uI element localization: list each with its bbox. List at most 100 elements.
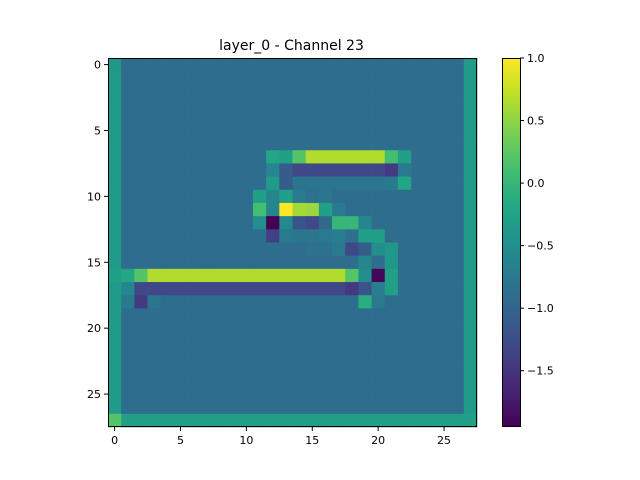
heatmap-cell: [121, 295, 135, 309]
heatmap-cell: [121, 361, 135, 375]
heatmap-cell: [200, 110, 214, 125]
heatmap-cell: [305, 110, 320, 125]
heatmap-cell: [437, 255, 451, 270]
heatmap-cell: [147, 123, 162, 138]
heatmap-cell: [463, 374, 478, 388]
y-tick-label: 25: [87, 388, 101, 401]
heatmap-cell: [173, 413, 188, 428]
heatmap-cell: [411, 58, 425, 72]
heatmap-cell: [266, 123, 280, 138]
heatmap-cell: [187, 413, 201, 428]
heatmap-cell: [200, 123, 214, 138]
heatmap-cell: [187, 308, 201, 322]
heatmap-cell: [134, 387, 148, 401]
heatmap-cell: [187, 71, 201, 85]
heatmap-cell: [213, 216, 227, 230]
heatmap-cell: [437, 202, 451, 217]
heatmap-cell: [463, 176, 478, 191]
heatmap-cell: [213, 150, 227, 164]
heatmap-cell: [134, 347, 148, 362]
heatmap-cell: [305, 295, 320, 309]
heatmap-cell: [279, 295, 293, 309]
heatmap-cell: [173, 268, 188, 283]
heatmap-cell: [108, 97, 122, 112]
heatmap-cell: [305, 374, 320, 388]
heatmap-cell: [397, 400, 412, 415]
heatmap-cell: [384, 321, 399, 336]
heatmap-cell: [200, 413, 214, 428]
heatmap-cell: [266, 110, 280, 125]
heatmap-cell: [279, 202, 293, 217]
heatmap-cell: [226, 295, 241, 309]
heatmap-cell: [121, 97, 135, 112]
heatmap-cell: [239, 150, 254, 164]
heatmap-cell: [121, 321, 135, 336]
heatmap-cell: [411, 400, 425, 415]
heatmap-cell: [345, 400, 359, 415]
heatmap-cell: [318, 361, 333, 375]
heatmap-cell: [252, 242, 267, 257]
heatmap-cell: [358, 374, 372, 388]
heatmap-cell: [384, 123, 399, 138]
heatmap-cell: [292, 413, 307, 428]
heatmap-cell: [213, 400, 227, 415]
heatmap-cell: [266, 295, 280, 309]
heatmap-cell: [160, 110, 175, 125]
heatmap-cell: [450, 97, 465, 112]
colorbar-ticks: 1.0 0.5 0.0 −0.5 −1.0 −1.5: [520, 52, 554, 378]
heatmap-cell: [345, 97, 359, 112]
heatmap-cell: [292, 255, 307, 270]
heatmap-cell: [252, 216, 267, 230]
heatmap-cell: [279, 374, 293, 388]
heatmap-cell: [266, 387, 280, 401]
heatmap-cell: [239, 295, 254, 309]
heatmap-cell: [332, 176, 346, 191]
heatmap-cell: [411, 413, 425, 428]
colorbar-frame: [502, 58, 521, 427]
heatmap-cell: [108, 150, 122, 164]
heatmap-cell: [147, 97, 162, 112]
heatmap-cell: [305, 150, 320, 164]
heatmap-cell: [437, 334, 451, 349]
plot-frame: [108, 58, 477, 427]
heatmap-cell: [305, 268, 320, 283]
heatmap-cell: [437, 137, 451, 151]
heatmap-cell: [332, 229, 346, 243]
heatmap-cell: [371, 137, 386, 151]
heatmap-cell: [147, 295, 162, 309]
heatmap-cell: [266, 97, 280, 112]
y-tick-label: 15: [87, 256, 101, 269]
heatmap-cell: [147, 150, 162, 164]
heatmap-cell: [239, 58, 254, 72]
heatmap-cell: [147, 229, 162, 243]
heatmap-cell: [147, 387, 162, 401]
heatmap-cell: [266, 229, 280, 243]
heatmap-cell: [332, 202, 346, 217]
heatmap-cell: [345, 334, 359, 349]
heatmap-cell: [239, 123, 254, 138]
heatmap-cell: [437, 123, 451, 138]
heatmap-cell: [318, 321, 333, 336]
heatmap-cell: [371, 242, 386, 257]
heatmap-cell: [252, 202, 267, 217]
heatmap-cell: [134, 321, 148, 336]
heatmap-cell: [160, 163, 175, 177]
heatmap-cell: [332, 216, 346, 230]
heatmap-cell: [463, 268, 478, 283]
heatmap-cell: [371, 387, 386, 401]
heatmap-cell: [252, 176, 267, 191]
heatmap-cell: [292, 347, 307, 362]
heatmap-cell: [463, 308, 478, 322]
heatmap-cell: [332, 268, 346, 283]
heatmap-cell: [213, 202, 227, 217]
heatmap-cell: [292, 97, 307, 112]
heatmap-cell: [108, 387, 122, 401]
heatmap-cell: [397, 334, 412, 349]
heatmap-cell: [266, 176, 280, 191]
x-tick-label: 15: [305, 434, 319, 447]
heatmap-cell: [239, 216, 254, 230]
heatmap-cell: [200, 242, 214, 257]
heatmap-cell: [187, 268, 201, 283]
heatmap-cell: [147, 242, 162, 257]
